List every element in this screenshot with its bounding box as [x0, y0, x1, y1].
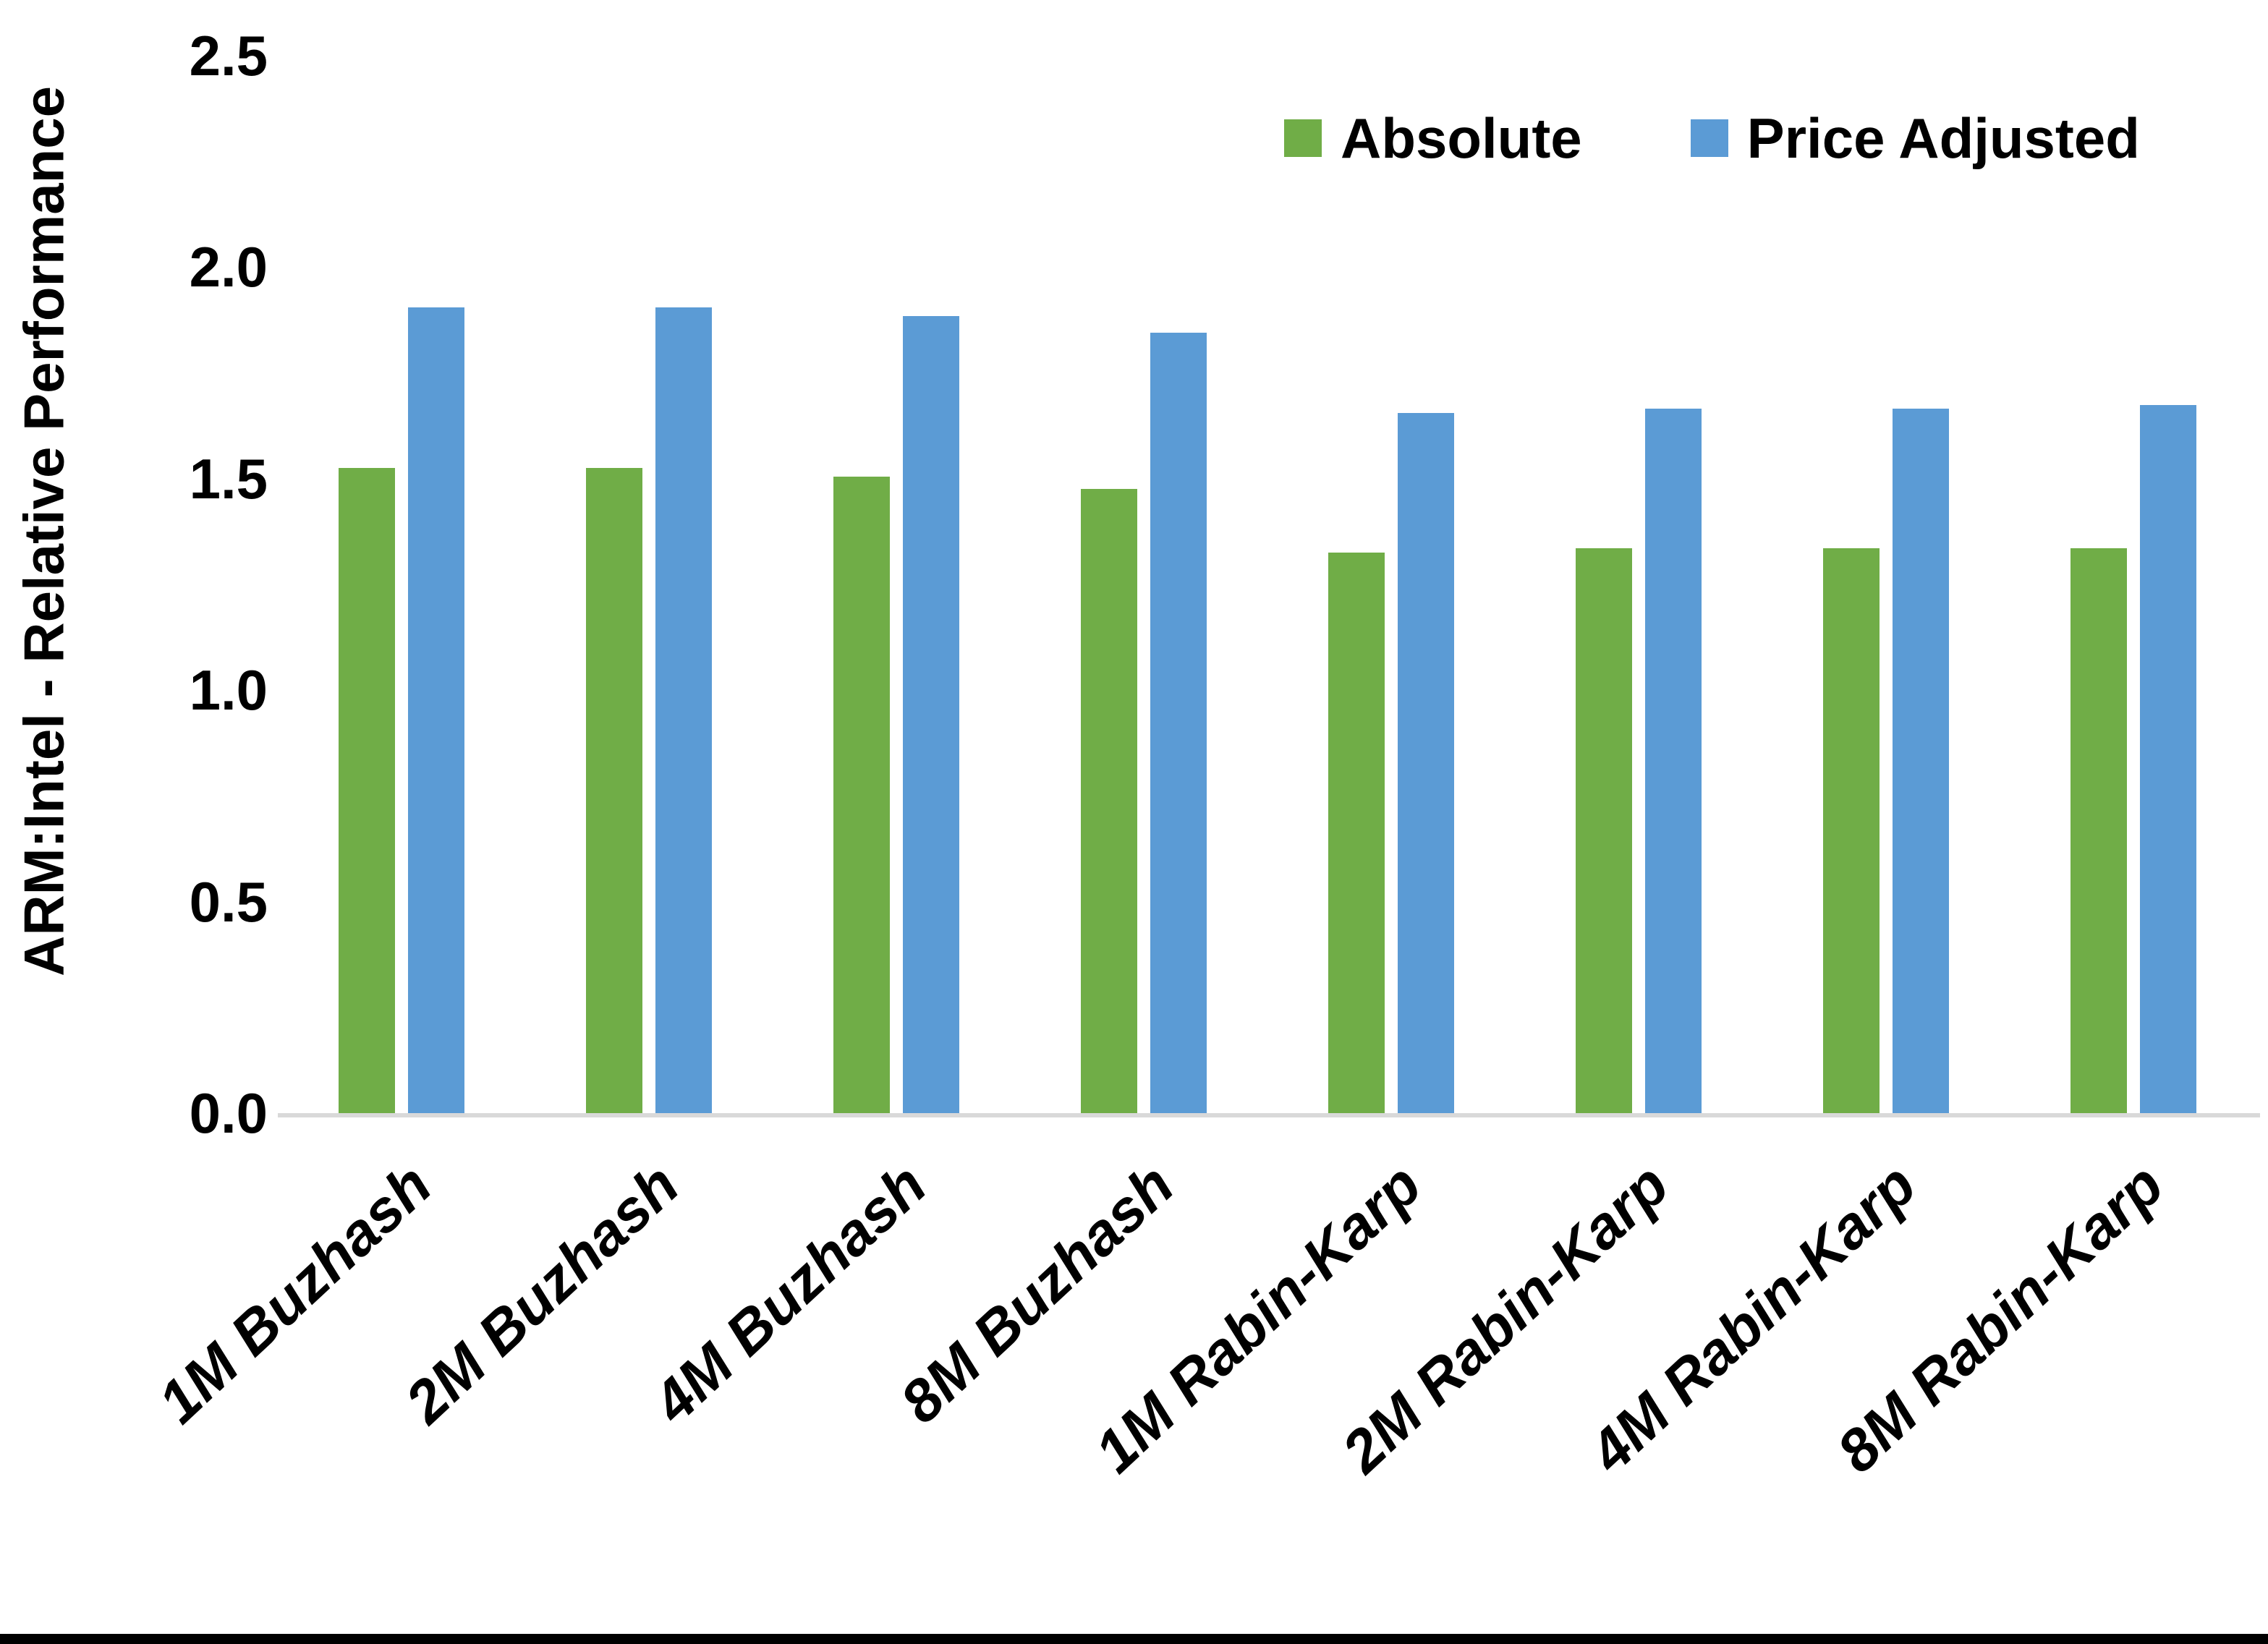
bar-price-adjusted — [1150, 333, 1207, 1115]
window-bottom-edge — [0, 1634, 2268, 1644]
x-axis-label: 2M Buzhash — [393, 1151, 692, 1436]
legend-swatch-price-adjusted — [1690, 119, 1728, 157]
legend-item-price-adjusted: Price Adjusted — [1690, 106, 2140, 170]
x-axis-label: 8M Rabin-Karp — [1825, 1151, 2176, 1486]
bar-price-adjusted — [903, 315, 959, 1115]
y-tick-label: 0.5 — [189, 869, 268, 934]
legend-label-price-adjusted: Price Adjusted — [1746, 106, 2140, 170]
bar-absolute — [586, 468, 642, 1115]
x-axis-label: 4M Rabin-Karp — [1577, 1151, 1929, 1486]
y-axis-title: ARM:Intel - Relative Performance — [12, 86, 76, 977]
bar-absolute — [1328, 553, 1385, 1115]
bar-absolute — [1576, 548, 1632, 1115]
legend-item-absolute: Absolute — [1284, 110, 1582, 166]
bar-absolute — [1081, 489, 1137, 1115]
bar-absolute — [1823, 548, 1880, 1115]
x-axis-line — [278, 1113, 2260, 1117]
y-tick-label: 1.5 — [189, 446, 268, 511]
legend: Absolute Price Adjusted — [1284, 110, 2140, 166]
bar-absolute — [339, 468, 395, 1115]
bar-price-adjusted — [408, 307, 464, 1115]
y-tick-label: 2.5 — [189, 23, 268, 88]
y-tick-label: 1.0 — [189, 658, 268, 723]
bar-absolute — [2070, 548, 2127, 1115]
x-axis-label: 2M Rabin-Karp — [1330, 1151, 1681, 1486]
x-axis-label: 4M Buzhash — [640, 1151, 939, 1436]
bar-price-adjusted — [1398, 413, 1454, 1115]
bar-price-adjusted — [1893, 409, 1949, 1115]
x-axis-label: 1M Rabin-Karp — [1082, 1151, 1434, 1486]
legend-label-absolute: Absolute — [1341, 106, 1582, 170]
bar-price-adjusted — [2140, 404, 2196, 1115]
y-tick-label: 2.0 — [189, 235, 268, 299]
x-axis-label: 8M Buzhash — [888, 1151, 1186, 1436]
bar-absolute — [833, 476, 890, 1115]
legend-swatch-absolute — [1284, 119, 1322, 157]
bar-price-adjusted — [655, 307, 712, 1115]
x-axis-label: 1M Buzhash — [145, 1151, 444, 1436]
bar-price-adjusted — [1645, 409, 1702, 1115]
y-tick-label: 0.0 — [189, 1081, 268, 1145]
